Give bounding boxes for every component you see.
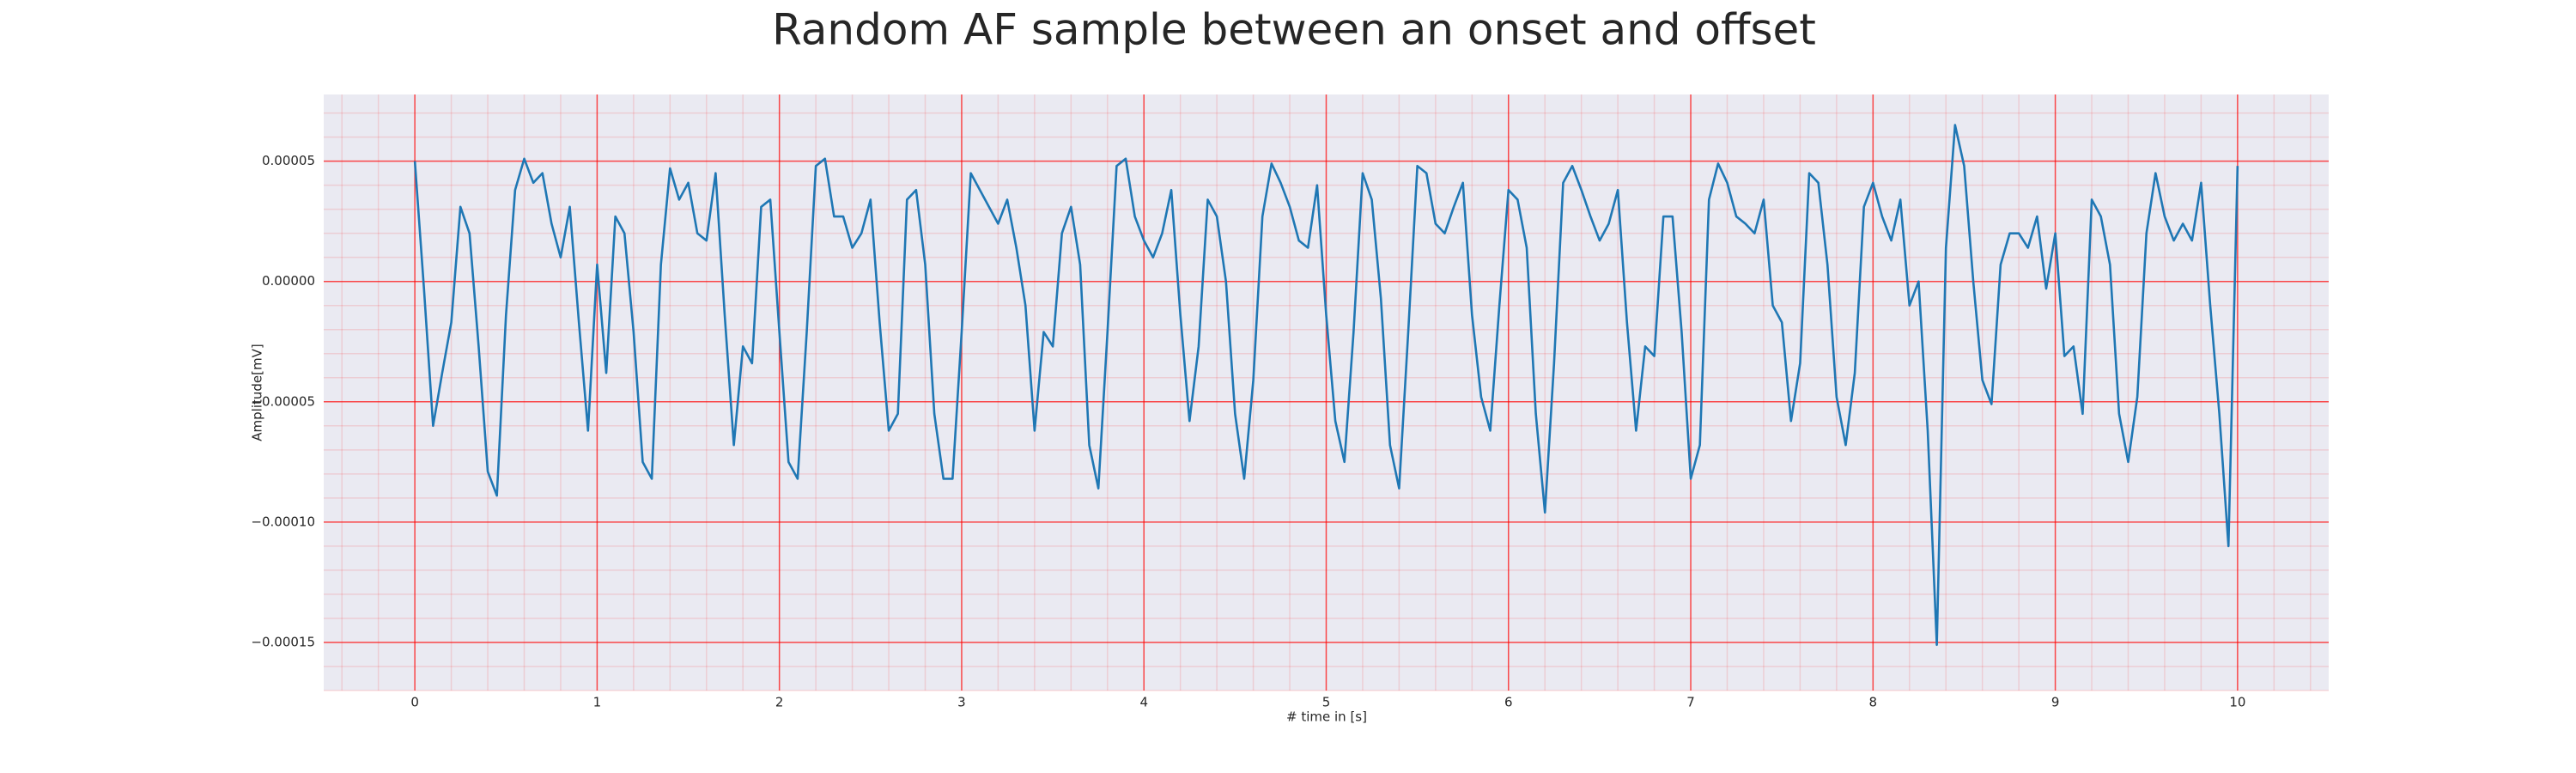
y-axis-label: Amplitude[mV] (250, 344, 265, 441)
marks (413, 124, 2239, 647)
x-tick-label: 2 (775, 695, 784, 710)
x-tick-label: 8 (1869, 695, 1878, 710)
x-tick-label: 5 (1322, 695, 1331, 710)
y-tick-label: −0.00015 (251, 634, 315, 649)
x-tick-label: 7 (1686, 695, 1695, 710)
x-tick-label: 0 (410, 695, 419, 710)
x-tick-label: 10 (2229, 695, 2245, 710)
grid (324, 94, 2329, 691)
y-tick-label: 0.00000 (262, 273, 315, 289)
x-axis-label: # time in [s] (1286, 709, 1367, 725)
signal-line (413, 124, 2239, 647)
y-tick-label: 0.00005 (262, 153, 315, 168)
x-tick-label: 9 (2051, 695, 2060, 710)
y-tick-label: −0.00005 (251, 393, 315, 409)
x-tick-label: 3 (957, 695, 966, 710)
chart-title: Random AF sample between an onset and of… (772, 5, 1816, 55)
x-tick-label: 1 (593, 695, 602, 710)
x-tick-label: 6 (1504, 695, 1513, 710)
y-tick-label: −0.00010 (251, 514, 315, 529)
x-tick-label: 4 (1139, 695, 1148, 710)
